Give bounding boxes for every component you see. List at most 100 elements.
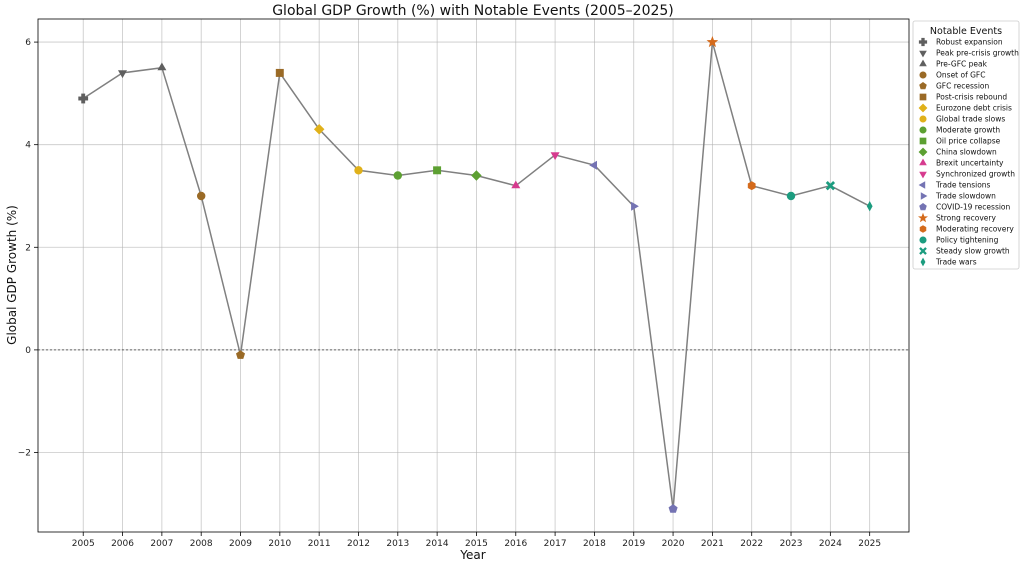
y-tick-label: 2 xyxy=(25,243,31,253)
legend-item: Peak pre-crisis growth xyxy=(919,49,1019,58)
legend-marker xyxy=(919,247,927,255)
legend-label: Post-crisis rebound xyxy=(936,93,1007,102)
legend-item: Policy tightening xyxy=(919,236,999,245)
legend-marker xyxy=(920,192,928,200)
x-tick-label: 2022 xyxy=(740,539,763,549)
data-point xyxy=(550,152,560,161)
x-tick-label: 2023 xyxy=(780,539,803,549)
legend-marker xyxy=(919,115,927,123)
data-point xyxy=(866,200,873,212)
legend-label: Steady slow growth xyxy=(936,247,1010,256)
y-tick-label: −2 xyxy=(18,448,31,458)
x-tick-label: 2017 xyxy=(544,539,567,549)
x-tick-label: 2019 xyxy=(622,539,645,549)
x-tick-label: 2011 xyxy=(308,539,331,549)
legend-marker xyxy=(918,181,926,189)
legend-item: Strong recovery xyxy=(918,212,996,223)
plot-area-frame xyxy=(37,18,910,533)
legend: Notable Events Robust expansion Peak pre-… xyxy=(912,20,1020,270)
legend-label: Eurozone debt crisis xyxy=(936,104,1012,113)
legend-item: Onset of GFC xyxy=(919,71,985,80)
x-tick-label: 2013 xyxy=(386,539,409,549)
x-tick-label: 2008 xyxy=(190,539,213,549)
legend-label: GFC recession xyxy=(936,82,990,91)
data-point xyxy=(235,350,246,359)
legend-label: Trade tensions xyxy=(935,181,991,190)
legend-item: China slowdown xyxy=(918,147,997,157)
legend-marker xyxy=(919,236,927,244)
x-tick-label: 2015 xyxy=(465,539,488,549)
legend-item: Pre-GFC peak xyxy=(919,59,988,69)
legend-item: Oil price collapse xyxy=(919,137,1001,146)
data-point xyxy=(118,70,127,79)
legend-marker xyxy=(919,50,927,58)
data-point xyxy=(825,181,836,191)
y-tick-label: 4 xyxy=(25,141,31,151)
legend-label: Onset of GFC xyxy=(936,71,985,80)
y-axis-ticks: −2 0 2 4 6 xyxy=(18,38,38,458)
legend-item: Global trade slows xyxy=(919,115,1005,124)
y-tick-label: 6 xyxy=(25,38,31,48)
legend-label: Moderating recovery xyxy=(936,225,1014,234)
legend-marker xyxy=(919,158,927,166)
data-point xyxy=(706,35,719,48)
x-tick-label: 2024 xyxy=(819,539,842,549)
legend-item: Moderate growth xyxy=(919,126,1000,135)
legend-marker xyxy=(919,71,927,79)
x-tick-label: 2020 xyxy=(662,539,685,549)
legend-label: Strong recovery xyxy=(936,214,996,223)
legend-item: Trade slowdown xyxy=(920,192,996,201)
data-point xyxy=(157,62,167,71)
y-axis-title: Global GDP Growth (%) xyxy=(5,205,19,345)
legend-marker xyxy=(918,212,928,223)
y-tick-label: 0 xyxy=(25,346,31,356)
legend-label: Synchronized growth xyxy=(936,170,1015,179)
legend-item: COVID-19 recession xyxy=(919,203,1011,212)
legend-label: Trade slowdown xyxy=(935,192,996,201)
legend-title: Notable Events xyxy=(930,26,1002,37)
legend-item: Robust expansion xyxy=(918,38,1003,47)
legend-marker xyxy=(919,93,927,101)
x-tick-label: 2010 xyxy=(268,539,291,549)
legend-label: Moderate growth xyxy=(936,126,1000,135)
legend-marker xyxy=(919,137,927,145)
chart-title: Global GDP Growth (%) with Notable Event… xyxy=(272,3,674,19)
data-point xyxy=(786,191,796,201)
data-point xyxy=(313,124,325,135)
legend-label: Pre-GFC peak xyxy=(936,60,988,69)
legend-label: China slowdown xyxy=(936,148,997,157)
legend-marker xyxy=(919,171,927,179)
legend-marker xyxy=(919,203,927,211)
legend-item: GFC recession xyxy=(919,82,990,91)
legend-marker xyxy=(919,82,927,90)
data-point xyxy=(471,170,482,181)
legend-item: Steady slow growth xyxy=(919,247,1010,256)
legend-marker xyxy=(919,225,927,233)
x-tick-label: 2018 xyxy=(583,539,606,549)
legend-item: Eurozone debt crisis xyxy=(918,103,1012,113)
data-point xyxy=(433,166,442,175)
data-point xyxy=(747,181,756,191)
legend-label: Global trade slows xyxy=(936,115,1005,124)
data-point xyxy=(275,68,284,77)
legend-item: Brexit uncertainty xyxy=(919,158,1004,168)
legend-marker xyxy=(919,59,927,67)
x-tick-label: 2014 xyxy=(426,539,449,549)
data-point xyxy=(668,504,678,513)
data-point xyxy=(631,201,639,211)
legend-item: Trade wars xyxy=(920,257,977,267)
legend-marker xyxy=(918,103,928,113)
legend-marker xyxy=(920,257,926,267)
x-tick-label: 2006 xyxy=(111,539,134,549)
data-point-group xyxy=(78,35,873,513)
data-point xyxy=(78,93,89,104)
legend-item: Trade tensions xyxy=(918,181,991,190)
x-tick-label: 2009 xyxy=(229,539,252,549)
legend-item: Synchronized growth xyxy=(919,170,1015,179)
legend-items: Robust expansion Peak pre-crisis growth Pr… xyxy=(918,38,1019,267)
gridlines xyxy=(38,19,909,532)
data-point xyxy=(511,180,521,189)
x-tick-label: 2012 xyxy=(347,539,370,549)
